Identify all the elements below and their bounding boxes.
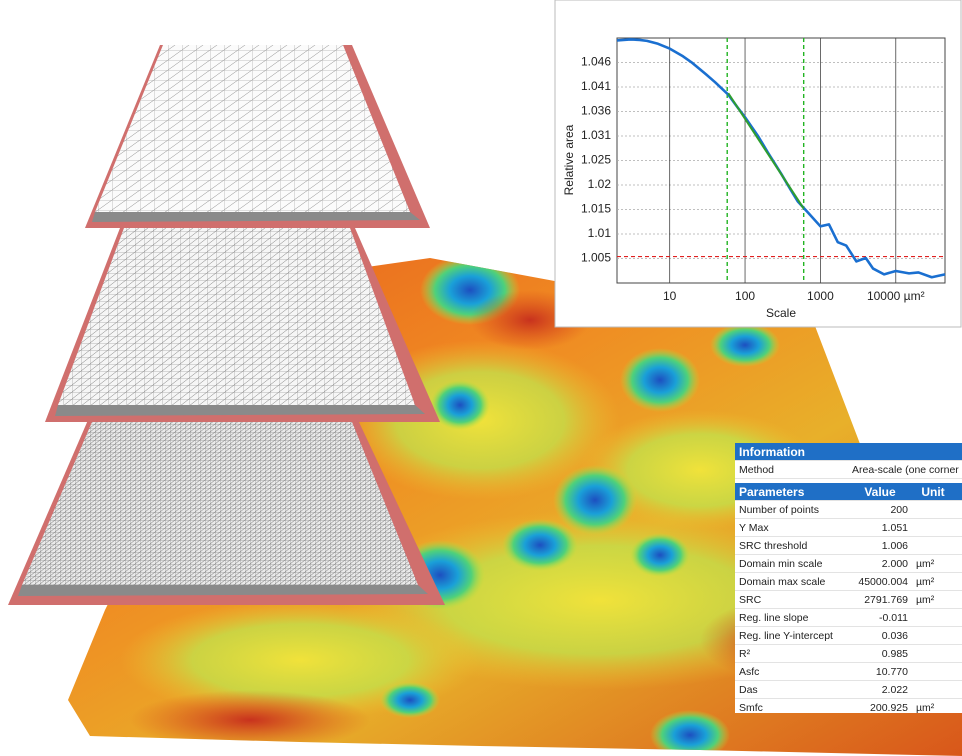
filler-cell <box>954 699 962 714</box>
parameter-unit <box>912 609 954 627</box>
y-tick-label: 1.046 <box>581 55 611 69</box>
parameter-unit <box>912 519 954 537</box>
parameter-row: Reg. line slope-0.011 <box>735 609 962 627</box>
chart-panel: Scale Relative area 1.046 1.041 1.036 1.031… <box>555 0 961 327</box>
column-header: Parameters <box>735 483 848 501</box>
info-label: Method <box>735 461 848 479</box>
y-tick-label: 1.025 <box>581 153 611 167</box>
parameter-unit <box>912 537 954 555</box>
parameter-name: Domain max scale <box>735 573 848 591</box>
filler-cell <box>954 681 962 699</box>
filler-cell <box>954 591 962 609</box>
y-axis-label: Relative area <box>562 124 576 195</box>
y-tick-label: 1.015 <box>581 202 611 216</box>
parameter-name: R² <box>735 645 848 663</box>
x-tick-label: 10000 µm² <box>867 289 925 303</box>
column-header-filler <box>954 483 962 501</box>
page: {"chart_data": {"type": "line", "x_label… <box>0 0 962 756</box>
y-tick-label: 1.031 <box>581 128 611 142</box>
x-tick-label: 100 <box>735 289 755 303</box>
y-tick-label: 1.005 <box>581 251 611 265</box>
y-tick-label: 1.036 <box>581 104 611 118</box>
filler-cell <box>954 519 962 537</box>
header-row: Information <box>735 443 962 461</box>
filler-cell <box>954 609 962 627</box>
filler-cell <box>954 627 962 645</box>
mesh-layer <box>85 45 430 228</box>
parameter-value: 1.006 <box>848 537 912 555</box>
parameter-name: Reg. line slope <box>735 609 848 627</box>
filler-cell <box>954 537 962 555</box>
parameter-unit: µm² <box>912 555 954 573</box>
parameter-value: 1.051 <box>848 519 912 537</box>
parameter-value: -0.011 <box>848 609 912 627</box>
parameter-value: 2.000 <box>848 555 912 573</box>
filler-cell <box>954 555 962 573</box>
filler-cell <box>954 663 962 681</box>
parameter-name: Y Max <box>735 519 848 537</box>
parameter-value: 10.770 <box>848 663 912 681</box>
parameter-name: SRC <box>735 591 848 609</box>
y-tick-label: 1.041 <box>581 79 611 93</box>
parameter-unit <box>912 663 954 681</box>
y-tick-label: 1.01 <box>588 226 612 240</box>
parameter-name: Asfc <box>735 663 848 681</box>
y-tick-label: 1.02 <box>588 177 612 191</box>
parameter-name: Domain min scale <box>735 555 848 573</box>
filler-cell <box>954 573 962 591</box>
parameter-name: Number of points <box>735 501 848 519</box>
parameter-name: Smfc <box>735 699 848 714</box>
x-tick-label: 10 <box>663 289 677 303</box>
column-header: Unit <box>912 483 954 501</box>
parameter-name: Das <box>735 681 848 699</box>
parameter-value: 0.985 <box>848 645 912 663</box>
parameter-value: 200 <box>848 501 912 519</box>
parameter-name: Reg. line Y-intercept <box>735 627 848 645</box>
column-header: Value <box>848 483 912 501</box>
parameter-value: 200.925 <box>848 699 912 714</box>
parameter-name: SRC threshold <box>735 537 848 555</box>
info-value: Area-scale (one corner <box>848 461 962 479</box>
parameter-unit: µm² <box>912 591 954 609</box>
filler-cell <box>954 501 962 519</box>
x-axis-label: Scale <box>766 306 796 320</box>
parameter-value: 2791.769 <box>848 591 912 609</box>
x-tick-label: 1000 <box>807 289 834 303</box>
parameter-unit: µm² <box>912 573 954 591</box>
mesh-layer <box>45 228 440 422</box>
parameter-value: 0.036 <box>848 627 912 645</box>
section-title: Information <box>735 443 962 461</box>
parameter-unit <box>912 501 954 519</box>
parameter-unit <box>912 645 954 663</box>
parameter-value: 2.022 <box>848 681 912 699</box>
parameter-unit <box>912 681 954 699</box>
parameter-value: 45000.004 <box>848 573 912 591</box>
filler-cell <box>954 645 962 663</box>
parameter-unit: µm² <box>912 699 954 714</box>
parameter-unit <box>912 627 954 645</box>
